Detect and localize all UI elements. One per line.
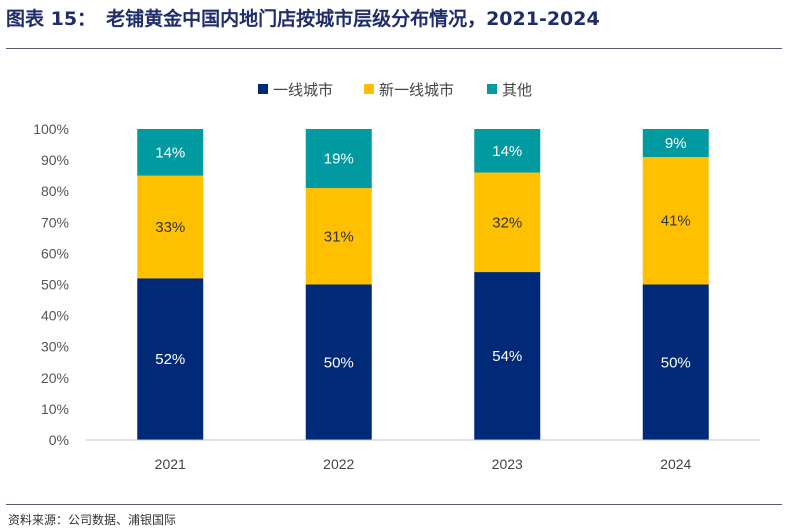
y-tick-label: 40%	[41, 308, 69, 324]
y-tick-label: 100%	[33, 121, 69, 137]
data-label: 32%	[492, 214, 522, 231]
y-tick-label: 70%	[41, 214, 69, 230]
y-tick-label: 60%	[41, 245, 69, 261]
data-label: 41%	[661, 213, 691, 230]
bar-segment	[642, 284, 709, 440]
bar-segment	[305, 188, 372, 285]
footer-divider	[6, 504, 782, 505]
legend-label: 新一线城市	[379, 81, 454, 99]
y-tick-label: 0%	[49, 432, 69, 448]
bar-segment	[137, 278, 204, 440]
bar-segment	[474, 129, 541, 173]
bar-segment	[642, 129, 709, 157]
data-label: 9%	[665, 135, 687, 152]
y-tick-label: 50%	[41, 277, 69, 293]
legend-swatch	[487, 84, 497, 94]
bars: 52% 33% 14% 50% 31% 19% 54% 32% 14% 50% 41% 9%	[137, 129, 709, 440]
legend-swatch	[258, 84, 268, 94]
title-divider	[6, 48, 782, 49]
bar-segment	[474, 172, 541, 273]
x-tick-label: 2022	[323, 456, 354, 472]
data-label: 50%	[661, 354, 691, 371]
bar-segment	[305, 284, 372, 440]
y-tick-label: 20%	[41, 370, 69, 386]
data-label: 54%	[492, 348, 522, 365]
legend-label: 一线城市	[273, 81, 333, 99]
figure-title-text: 老铺黄金中国内地门店按城市层级分布情况，2021-2024	[106, 8, 600, 30]
x-tick-label: 2023	[492, 456, 523, 472]
y-tick-label: 80%	[41, 183, 69, 199]
x-tick-label: 2024	[660, 456, 691, 472]
figure-title: 图表 15： 老铺黄金中国内地门店按城市层级分布情况，2021-2024	[6, 4, 600, 34]
y-tick-label: 30%	[41, 339, 69, 355]
legend: 一线城市 新一线城市 其他	[258, 81, 532, 99]
legend-label: 其他	[502, 81, 532, 99]
x-axis: 2021 2022 2023 2024	[86, 439, 760, 472]
x-tick-label: 2021	[155, 456, 186, 472]
bar-segment	[642, 156, 709, 285]
y-tick-label: 10%	[41, 401, 69, 417]
y-tick-label: 90%	[41, 152, 69, 168]
source-note: 资料来源：公司数据、浦银国际	[8, 513, 177, 527]
data-label: 50%	[324, 354, 354, 371]
bar-segment	[137, 175, 204, 279]
legend-swatch	[364, 84, 374, 94]
data-label: 14%	[492, 143, 522, 160]
data-label: 31%	[324, 228, 354, 245]
y-axis: 0% 10% 20% 30% 40% 50% 60% 70% 80% 90% 100%	[33, 121, 69, 448]
data-label: 52%	[155, 351, 185, 368]
data-label: 19%	[324, 151, 354, 168]
data-label: 14%	[155, 144, 185, 161]
figure-label: 图表 15：	[6, 8, 97, 30]
data-label: 33%	[155, 219, 185, 236]
bar-segment	[474, 272, 541, 440]
bar-segment	[137, 129, 204, 176]
bar-segment	[305, 129, 372, 189]
